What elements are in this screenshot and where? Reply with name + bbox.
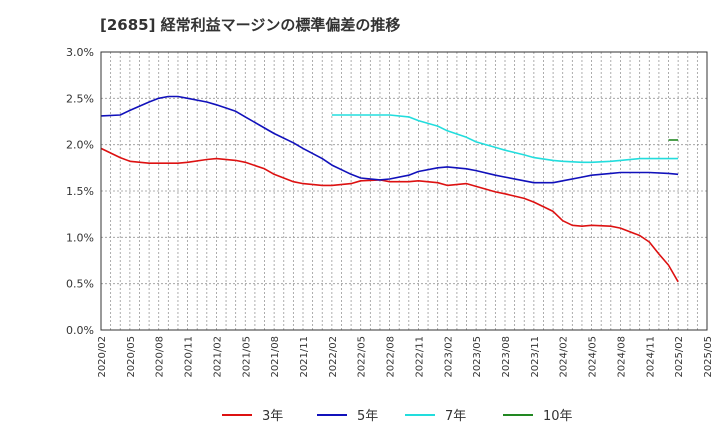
- x-tick-label: 2025/02: [674, 336, 685, 378]
- x-tick-label: 2022/11: [414, 336, 425, 378]
- x-tick-label: 2023/02: [443, 336, 454, 378]
- x-tick-label: 2021/05: [241, 336, 252, 378]
- x-tick-label: 2023/11: [530, 336, 541, 378]
- y-tick-label: 0.0%: [66, 324, 94, 337]
- plot-border: [100, 51, 708, 331]
- series-lines: [100, 95, 679, 283]
- x-tick-label: 2022/02: [328, 336, 339, 378]
- x-tick-label: 2020/05: [126, 336, 137, 378]
- x-tick-label: 2023/05: [472, 336, 483, 378]
- series-line-1: [100, 147, 679, 283]
- y-tick-label: 1.0%: [66, 231, 94, 244]
- x-tick-label: 2024/02: [559, 336, 570, 378]
- plot-area: [101, 52, 707, 330]
- y-tick-label: 2.0%: [66, 139, 94, 152]
- legend-label-2: 5年: [357, 409, 378, 424]
- x-tick-label: 2022/05: [357, 336, 368, 378]
- x-tick-label: 2022/08: [386, 336, 397, 378]
- x-tick-label: 2023/08: [501, 336, 512, 378]
- series-line-3: [331, 114, 679, 164]
- chart-title: [2685] 経常利益マージンの標準偏差の推移: [100, 16, 401, 34]
- x-tick-label: 2021/08: [270, 336, 281, 378]
- x-tick-label: 2020/08: [155, 336, 166, 378]
- x-tick-label: 2021/02: [212, 336, 223, 378]
- x-tick-label: 2021/11: [299, 336, 310, 378]
- legend-label-3: 7年: [445, 409, 466, 424]
- x-axis-ticks: 2020/02 2020/05 2020/08 2020/11 2021/02 2021/…: [97, 336, 714, 378]
- x-tick-label: 2024/05: [588, 336, 599, 378]
- series-line-2: [100, 95, 679, 184]
- y-axis-ticks: 0.0% 0.5% 1.0% 1.5% 2.0% 2.5% 3.0%: [66, 46, 94, 337]
- x-tick-label: 2024/08: [616, 336, 627, 378]
- x-tick-label: 2020/11: [184, 336, 195, 378]
- y-tick-label: 2.5%: [66, 92, 94, 105]
- legend-label-1: 3年: [262, 409, 283, 424]
- legend: 3年 5年 7年 10年: [222, 409, 573, 424]
- legend-label-4: 10年: [543, 409, 573, 424]
- y-tick-label: 0.5%: [66, 278, 94, 291]
- x-tick-label: 2024/11: [645, 336, 656, 378]
- x-tick-label: 2025/05: [703, 336, 714, 378]
- y-tick-label: 1.5%: [66, 185, 94, 198]
- x-tick-label: 2020/02: [97, 336, 108, 378]
- y-tick-label: 3.0%: [66, 46, 94, 59]
